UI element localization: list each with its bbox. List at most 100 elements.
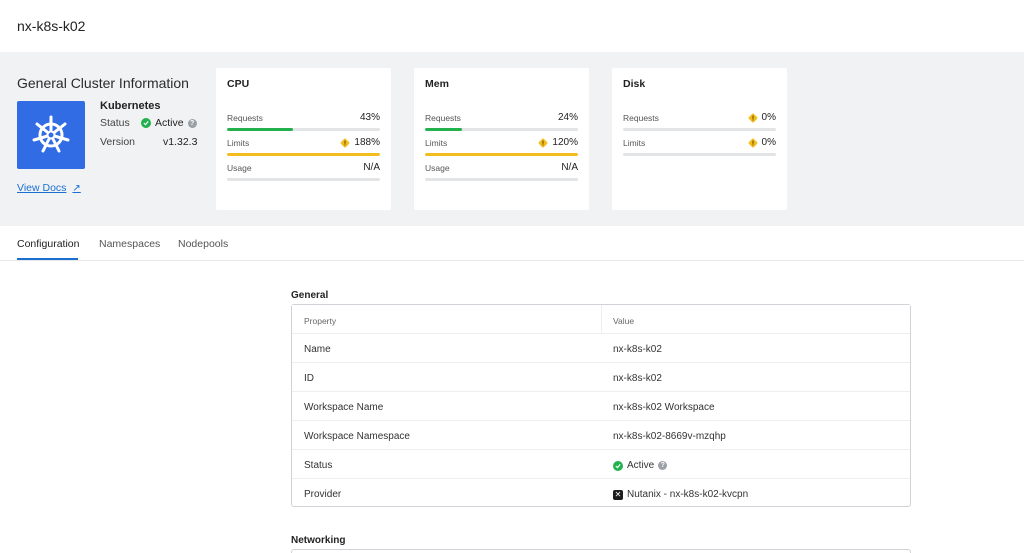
property-value-text: nx-k8s-k02-8669v-mzqhp [613, 431, 726, 442]
property-value-text: nx-k8s-k02 Workspace [613, 402, 715, 413]
table-row: Status Active ? [292, 450, 910, 479]
progress-track [227, 153, 380, 156]
warning-icon [748, 113, 757, 122]
table-row: Name nx-k8s-k02 [292, 334, 910, 363]
view-docs-label: View Docs [17, 182, 67, 194]
kubernetes-logo [17, 101, 85, 169]
metric-value-text: 24% [557, 112, 578, 123]
metric-value: N/A [363, 162, 380, 173]
metric-value-text: N/A [363, 162, 380, 173]
property-value-text: nx-k8s-k02 [613, 373, 662, 384]
cluster-summary: General Cluster Information Kubernetes S… [0, 52, 1024, 226]
metric-value: 43% [360, 112, 380, 123]
progress-track [425, 153, 578, 156]
check-circle-icon [141, 118, 151, 128]
property-value: nx-k8s-k02-8669v-mzqhp [613, 431, 726, 442]
property-name: ID [304, 373, 314, 384]
progress-fill [227, 128, 293, 131]
warning-icon [340, 138, 350, 147]
progress-fill [425, 153, 578, 156]
progress-fill [227, 153, 380, 156]
tab-namespaces[interactable]: Namespaces [99, 238, 161, 250]
metric-value-text: 43% [359, 112, 380, 123]
status-label: Status [100, 117, 130, 129]
metric-value: 188% [340, 137, 380, 148]
property-value-text: Active [627, 460, 655, 471]
property-name: Status [304, 460, 333, 471]
metric-value: 120% [538, 137, 578, 148]
version-label: Version [100, 136, 136, 148]
page-header: nx-k8s-k02 [0, 0, 1024, 52]
card-title: Disk [623, 78, 646, 90]
property-value-text: Nutanix - nx-k8s-k02-kvcpn [627, 489, 749, 500]
property-value: nx-k8s-k02 [613, 373, 662, 384]
metric-label: Limits [227, 138, 250, 148]
property-value: ✕ Nutanix - nx-k8s-k02-kvcpn [613, 489, 748, 500]
card-title: CPU [227, 78, 250, 90]
property-value: Active ? [613, 460, 668, 471]
table-row: Provider ✕ Nutanix - nx-k8s-k02-kvcpn [292, 479, 910, 508]
metric-label: Requests [425, 113, 461, 123]
metric-value: 0% [748, 112, 776, 123]
table-row: Workspace Namespace nx-k8s-k02-8669v-mzq… [292, 421, 910, 450]
status-value: Active ? [141, 117, 197, 129]
general-properties-table: Property Value Name nx-k8s-k02 ID nx-k8s… [291, 304, 911, 507]
progress-track [425, 128, 578, 131]
metric-value-text: N/A [561, 162, 578, 173]
warning-icon [538, 138, 548, 147]
metric-label: Limits [425, 138, 448, 148]
disk-card: Disk Requests 0% Limits 0% [612, 68, 787, 210]
metric-value-text: 120% [552, 137, 578, 148]
check-circle-icon [613, 460, 623, 471]
property-name: Workspace Namespace [304, 431, 410, 442]
table-row: ID nx-k8s-k02 [292, 363, 910, 392]
nutanix-icon: ✕ [613, 489, 623, 500]
status-text: Active [155, 117, 184, 129]
progress-fill [425, 128, 462, 131]
column-divider [601, 305, 602, 334]
general-section-title: General [291, 290, 329, 301]
metric-value: 0% [748, 137, 776, 148]
metric-value-text: 188% [354, 137, 380, 148]
warning-icon [748, 138, 757, 147]
networking-section-title: Networking [291, 535, 346, 546]
provider-name: Kubernetes [100, 100, 161, 112]
metric-value-text: 0% [761, 112, 776, 123]
metric-label: Requests [623, 113, 659, 123]
table-row: Workspace Name nx-k8s-k02 Workspace [292, 392, 910, 421]
progress-track [623, 153, 776, 156]
metric-value-text: 0% [761, 137, 776, 148]
networking-table [291, 549, 911, 553]
progress-track [227, 128, 380, 131]
property-value: nx-k8s-k02 [613, 344, 662, 355]
property-value: nx-k8s-k02 Workspace [613, 402, 715, 413]
property-name: Provider [304, 489, 342, 500]
property-name: Workspace Name [304, 402, 384, 413]
tab-configuration[interactable]: Configuration [17, 238, 80, 250]
mem-card: Mem Requests 24% Limits 120% Usage N/A [414, 68, 589, 210]
metric-label: Limits [623, 138, 646, 148]
progress-track [227, 178, 380, 181]
column-header-value: Value [613, 316, 635, 326]
metric-value: N/A [561, 162, 578, 173]
page-title: nx-k8s-k02 [17, 18, 86, 34]
help-icon[interactable]: ? [187, 118, 197, 128]
view-docs-link[interactable]: View Docs ↗ [17, 182, 81, 194]
property-name: Name [304, 344, 331, 355]
metric-label: Usage [227, 163, 252, 173]
metric-value: 24% [558, 112, 578, 123]
card-title: Mem [425, 78, 449, 90]
tab-bar: Configuration Namespaces Nodepools [0, 226, 1024, 261]
external-link-icon: ↗ [72, 182, 81, 194]
kubernetes-helm-icon [32, 115, 70, 153]
tab-nodepools[interactable]: Nodepools [178, 238, 229, 250]
active-tab-indicator [17, 258, 78, 260]
metric-label: Usage [425, 163, 450, 173]
property-value-text: nx-k8s-k02 [613, 344, 662, 355]
version-value: v1.32.3 [163, 136, 198, 148]
cpu-card: CPU Requests 43% Limits 188% Usage N/A [216, 68, 391, 210]
progress-track [425, 178, 578, 181]
progress-track [623, 128, 776, 131]
help-icon[interactable]: ? [658, 461, 668, 470]
cluster-info-title: General Cluster Information [17, 75, 189, 91]
